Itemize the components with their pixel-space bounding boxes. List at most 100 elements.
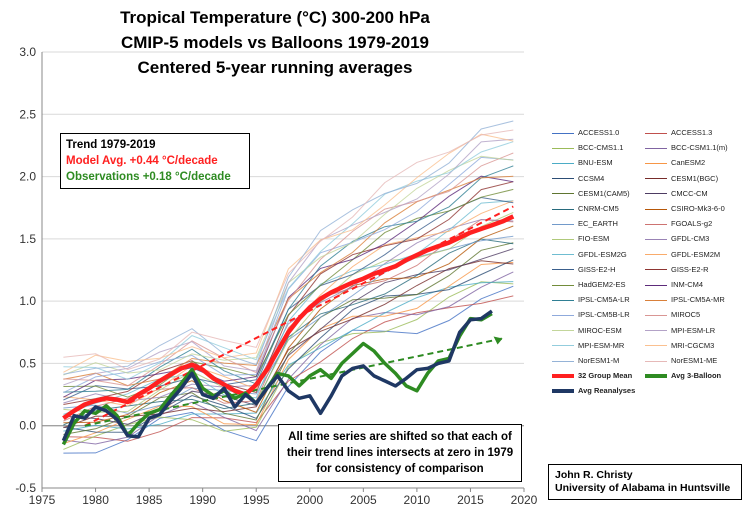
legend-swatch (645, 299, 667, 301)
legend-swatch (645, 238, 667, 240)
legend-label: GISS-E2-R (671, 264, 709, 274)
legend-label: CSIRO-Mk3-6-0 (671, 204, 725, 213)
legend-item: MIROC-ESM (552, 324, 622, 338)
legend-item: BCC-CMS1.1 (552, 141, 623, 155)
model-series-line (63, 225, 514, 424)
chart-title-line-2: CMIP-5 models vs Balloons 1979-2019 (120, 33, 430, 52)
legend-item: CanESM2 (645, 156, 705, 170)
legend-swatch (552, 147, 574, 149)
model-series-line (63, 120, 514, 375)
legend-item: 32 Group Mean (552, 369, 632, 383)
legend-swatch (645, 360, 667, 362)
legend-label: FGOALS-g2 (671, 219, 713, 229)
legend-label: CanESM2 (671, 158, 706, 168)
legend-item: BNU-ESM (552, 156, 613, 170)
legend-swatch (552, 345, 574, 347)
series-line-avg-3-balloon (61, 312, 493, 446)
legend-swatch (552, 162, 574, 164)
legend-label: HadGEM2-ES (578, 280, 626, 289)
legend-item: IPSL-CM5A-LR (552, 293, 630, 307)
legend-swatch (645, 269, 667, 271)
credit-box: John R. Christy University of Alabama in… (548, 464, 742, 500)
y-tick-label: 1.0 (19, 294, 36, 308)
chart-title-line-1: Tropical Temperature (°C) 300-200 hPa (120, 8, 430, 27)
series-line-avg-reanalyses (61, 309, 493, 442)
credit-name: John R. Christy (555, 469, 633, 481)
legend-swatch (552, 238, 574, 240)
legend-label: IPSL-CM5A-LR (578, 295, 630, 305)
legend-label: NorESM1-ME (671, 356, 718, 365)
legend-swatch (645, 284, 667, 286)
legend-swatch (552, 314, 574, 316)
legend-label: MPI-ESM-MR (578, 340, 625, 350)
legend-label: CMCC-CM (671, 188, 708, 198)
legend-label: GFDL-CM3 (671, 234, 710, 244)
y-tick-label: 0.0 (19, 419, 36, 433)
legend-label: MIROC-ESM (578, 325, 622, 335)
legend-label: CESM1(CAM5) (578, 188, 630, 198)
legend-label: BNU-ESM (578, 158, 613, 168)
y-tick-label: 2.5 (19, 107, 36, 121)
model-series-line (63, 259, 514, 433)
legend-label: NorESM1-M (578, 356, 620, 365)
legend-label: MRI-CGCM3 (671, 340, 715, 350)
legend-label: CCSM4 (578, 173, 605, 183)
legend-swatch (552, 374, 574, 379)
legend-item: GFDL-ESM2G (552, 248, 627, 262)
legend-item: EC_EARTH (552, 217, 618, 231)
legend-item: BCC-CSM1.1(m) (645, 141, 728, 155)
legend-swatch (645, 162, 667, 164)
model-series-line (63, 248, 514, 425)
model-series-line (63, 281, 514, 432)
legend-item: MPI-ESM-MR (552, 339, 624, 353)
legend-swatch (645, 254, 667, 256)
legend-label: ACCESS1.3 (671, 128, 713, 137)
legend-swatch (552, 132, 574, 134)
legend-item: GISS-E2-R (645, 263, 709, 277)
legend-swatch (645, 374, 667, 379)
legend-label: ACCESS1.0 (578, 128, 620, 137)
legend-swatch (645, 330, 667, 332)
y-tick-label: -0.5 (15, 481, 36, 495)
trend-box-model-line: Model Avg. +0.44 °C/decade (66, 155, 218, 167)
legend-label: INM-CM4 (671, 280, 704, 289)
model-series-line (63, 133, 514, 373)
y-tick-label: 0.5 (19, 356, 36, 370)
legend-label: MIROC5 (671, 310, 701, 320)
legend-item: GFDL-ESM2M (645, 248, 720, 262)
legend-swatch (645, 178, 667, 180)
y-tick-label: 3.0 (19, 45, 36, 59)
legend-swatch (645, 314, 667, 316)
legend-item: FGOALS-g2 (645, 217, 712, 231)
legend-item: MIROC5 (645, 308, 700, 322)
model-series-line (63, 152, 514, 387)
legend-swatch (645, 345, 667, 347)
legend-swatch (645, 223, 667, 225)
trend-box-obs-line: Observations +0.18 °C/decade (66, 171, 231, 183)
model-series-line (63, 165, 514, 393)
x-tick-label: 1975 (29, 493, 56, 507)
legend-swatch (645, 193, 667, 195)
obs-trend-arrowhead (493, 336, 503, 345)
legend-swatch (552, 269, 574, 271)
legend-label: EC_EARTH (578, 219, 618, 229)
legend-swatch (645, 208, 667, 210)
legend-item: CSIRO-Mk3-6-0 (645, 202, 725, 216)
x-tick-label: 2000 (296, 493, 323, 507)
chart-title-line-3: Centered 5-year running averages (137, 58, 413, 77)
legend-item: IPSL-CM5B-LR (552, 308, 630, 322)
legend-item: NorESM1-M (552, 354, 619, 368)
legend-item: ACCESS1.3 (645, 126, 712, 140)
model-series-line (63, 211, 514, 413)
legend-item: INM-CM4 (645, 278, 703, 292)
legend-label: FIO-ESM (578, 234, 610, 244)
legend-item: CCSM4 (552, 172, 604, 186)
x-tick-label: 2020 (511, 493, 538, 507)
legend-label: Avg 3-Balloon (671, 371, 722, 381)
legend-label: GISS-E2-H (578, 264, 616, 274)
y-tick-label: 2.0 (19, 170, 36, 184)
legend-swatch (552, 178, 574, 180)
legend-label: IPSL-CM5B-LR (578, 310, 630, 320)
